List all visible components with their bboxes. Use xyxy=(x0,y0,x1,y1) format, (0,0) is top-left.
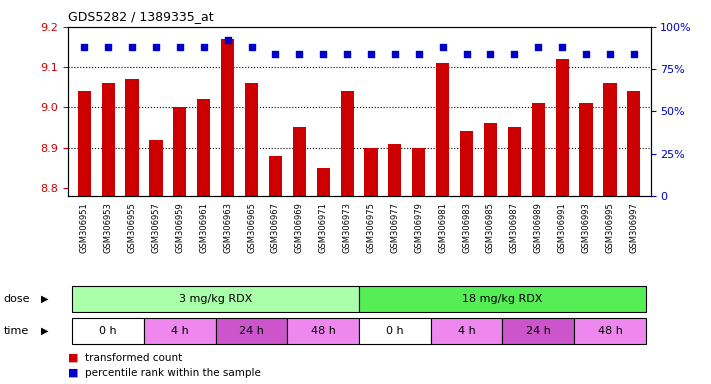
Bar xyxy=(149,139,163,196)
Text: 24 h: 24 h xyxy=(526,326,551,336)
Text: 3 mg/kg RDX: 3 mg/kg RDX xyxy=(179,293,252,304)
Text: ▶: ▶ xyxy=(41,326,49,336)
Bar xyxy=(412,147,425,196)
Bar xyxy=(341,91,353,196)
Point xyxy=(198,44,210,50)
Bar xyxy=(532,103,545,196)
Point xyxy=(557,44,568,50)
Point xyxy=(437,44,449,50)
Text: 0 h: 0 h xyxy=(386,326,404,336)
Point xyxy=(294,51,305,57)
Bar xyxy=(269,156,282,196)
Text: ■: ■ xyxy=(68,367,78,377)
Bar xyxy=(574,318,646,344)
Point xyxy=(150,44,161,50)
Point xyxy=(628,51,639,57)
Bar xyxy=(388,144,402,196)
Bar xyxy=(144,318,215,344)
Text: 48 h: 48 h xyxy=(597,326,622,336)
Bar xyxy=(508,127,521,196)
Text: 4 h: 4 h xyxy=(458,326,476,336)
Text: transformed count: transformed count xyxy=(85,353,183,363)
Text: dose: dose xyxy=(4,293,30,304)
Bar xyxy=(436,63,449,196)
Point xyxy=(127,44,138,50)
Point xyxy=(318,51,329,57)
Bar xyxy=(221,39,234,196)
Point xyxy=(508,51,520,57)
Bar xyxy=(245,83,258,196)
Point xyxy=(389,51,400,57)
Bar xyxy=(215,318,287,344)
Bar xyxy=(627,91,641,196)
Bar xyxy=(555,59,569,196)
Bar xyxy=(484,123,497,196)
Bar xyxy=(293,127,306,196)
Bar xyxy=(460,131,473,196)
Bar xyxy=(77,91,91,196)
Bar xyxy=(359,318,431,344)
Point xyxy=(79,44,90,50)
Text: time: time xyxy=(4,326,29,336)
Text: 24 h: 24 h xyxy=(239,326,264,336)
Bar xyxy=(359,286,646,311)
Bar xyxy=(316,168,330,196)
Bar xyxy=(73,286,359,311)
Point xyxy=(604,51,616,57)
Point xyxy=(533,44,544,50)
Bar xyxy=(604,83,616,196)
Point xyxy=(102,44,114,50)
Text: ■: ■ xyxy=(68,353,78,363)
Text: percentile rank within the sample: percentile rank within the sample xyxy=(85,367,261,377)
Point xyxy=(580,51,592,57)
Bar xyxy=(365,147,378,196)
Text: 48 h: 48 h xyxy=(311,326,336,336)
Point xyxy=(269,51,281,57)
Point xyxy=(174,44,186,50)
Bar xyxy=(73,318,144,344)
Point xyxy=(461,51,472,57)
Bar xyxy=(579,103,593,196)
Bar xyxy=(102,83,114,196)
Bar xyxy=(173,108,186,196)
Text: ▶: ▶ xyxy=(41,293,49,304)
Point xyxy=(222,37,233,43)
Point xyxy=(365,51,377,57)
Bar xyxy=(197,99,210,196)
Point xyxy=(413,51,424,57)
Text: 0 h: 0 h xyxy=(100,326,117,336)
Text: 18 mg/kg RDX: 18 mg/kg RDX xyxy=(462,293,542,304)
Bar xyxy=(431,318,503,344)
Bar xyxy=(125,79,139,196)
Point xyxy=(246,44,257,50)
Text: 4 h: 4 h xyxy=(171,326,188,336)
Point xyxy=(485,51,496,57)
Bar xyxy=(287,318,359,344)
Text: GDS5282 / 1389335_at: GDS5282 / 1389335_at xyxy=(68,10,213,23)
Bar xyxy=(503,318,574,344)
Point xyxy=(341,51,353,57)
